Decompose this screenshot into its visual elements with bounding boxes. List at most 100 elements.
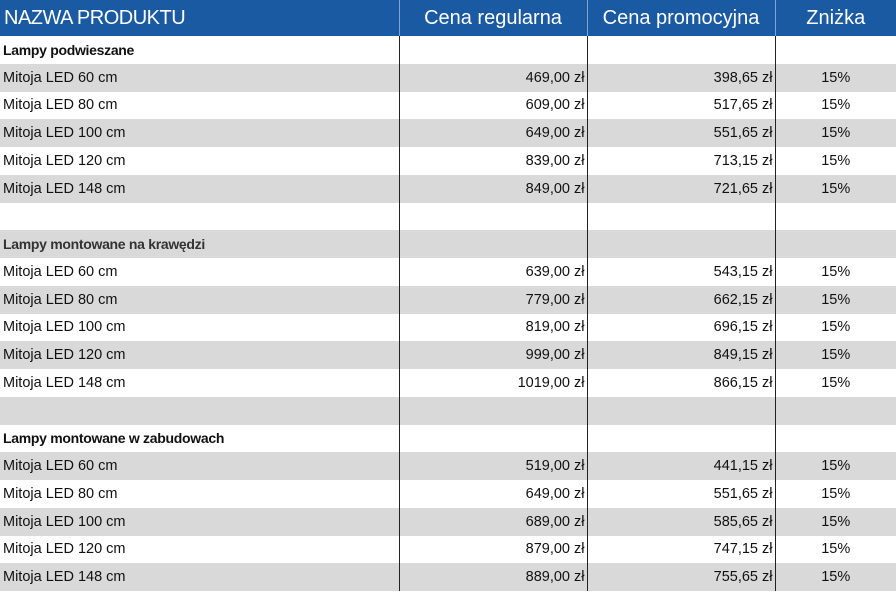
- product-name: Mitoja LED 120 cm: [0, 341, 400, 369]
- empty-cell: [587, 36, 776, 64]
- discount-value: 15%: [775, 258, 896, 286]
- empty-cell: [775, 202, 896, 231]
- spacer-row: [0, 202, 896, 231]
- promo-price: 662,15 zł: [587, 285, 776, 314]
- section-header-row: Lampy montowane w zabudowach: [0, 424, 896, 453]
- table-row: Mitoja LED 120 cm 999,00 zł 849,15 zł 15%: [0, 341, 896, 369]
- product-name: Mitoja LED 148 cm: [0, 563, 400, 591]
- empty-cell: [587, 424, 776, 453]
- empty-cell: [587, 396, 776, 425]
- empty-cell: [587, 230, 776, 258]
- regular-price: 609,00 zł: [399, 91, 588, 120]
- product-name: Mitoja LED 60 cm: [0, 63, 400, 92]
- header-discount: Zniżka: [775, 0, 896, 36]
- table-row: Mitoja LED 120 cm 879,00 zł 747,15 zł 15%: [0, 535, 896, 564]
- regular-price: 639,00 zł: [399, 258, 588, 286]
- discount-value: 15%: [775, 119, 896, 147]
- empty-cell: [0, 202, 400, 231]
- discount-value: 15%: [775, 147, 896, 175]
- header-promo-price: Cena promocyjna: [587, 0, 776, 36]
- header-regular-price: Cena regularna: [399, 0, 588, 36]
- regular-price: 689,00 zł: [399, 507, 588, 536]
- discount-value: 15%: [775, 63, 896, 92]
- empty-cell: [399, 424, 588, 453]
- empty-cell: [399, 202, 588, 231]
- empty-cell: [587, 202, 776, 231]
- promo-price: 747,15 zł: [587, 535, 776, 564]
- header-row: NAZWA PRODUKTU Cena regularna Cena promo…: [0, 0, 896, 36]
- table-row: Mitoja LED 120 cm 839,00 zł 713,15 zł 15%: [0, 147, 896, 175]
- product-name: Mitoja LED 100 cm: [0, 119, 400, 147]
- section-header-row: Lampy montowane na krawędzi: [0, 230, 896, 258]
- empty-cell: [399, 36, 588, 64]
- regular-price: 819,00 zł: [399, 313, 588, 342]
- table-row: Mitoja LED 148 cm 1019,00 zł 866,15 zł 15%: [0, 369, 896, 397]
- promo-price: 517,65 zł: [587, 91, 776, 120]
- product-name: Mitoja LED 148 cm: [0, 174, 400, 203]
- product-name: Mitoja LED 148 cm: [0, 369, 400, 397]
- product-name: Mitoja LED 100 cm: [0, 507, 400, 536]
- discount-value: 15%: [775, 313, 896, 342]
- section-title: Lampy podwieszane: [0, 36, 400, 64]
- discount-value: 15%: [775, 341, 896, 369]
- product-name: Mitoja LED 80 cm: [0, 91, 400, 120]
- regular-price: 649,00 zł: [399, 119, 588, 147]
- table-row: Mitoja LED 60 cm 639,00 zł 543,15 zł 15%: [0, 258, 896, 286]
- discount-value: 15%: [775, 563, 896, 591]
- regular-price: 999,00 zł: [399, 341, 588, 369]
- table-row: Mitoja LED 80 cm 779,00 zł 662,15 zł 15%: [0, 285, 896, 314]
- regular-price: 849,00 zł: [399, 174, 588, 203]
- product-name: Mitoja LED 60 cm: [0, 258, 400, 286]
- table-row: Mitoja LED 100 cm 689,00 zł 585,65 zł 15%: [0, 507, 896, 536]
- section-header-row: Lampy podwieszane: [0, 36, 896, 64]
- regular-price: 649,00 zł: [399, 480, 588, 508]
- regular-price: 889,00 zł: [399, 563, 588, 591]
- spacer-row: [0, 396, 896, 425]
- promo-price: 696,15 zł: [587, 313, 776, 342]
- promo-price: 866,15 zł: [587, 369, 776, 397]
- table-row: Mitoja LED 148 cm 889,00 zł 755,65 zł 15%: [0, 563, 896, 591]
- promo-price: 585,65 zł: [587, 507, 776, 536]
- table-body: Lampy podwieszane Mitoja LED 60 cm 469,00 …: [0, 36, 896, 591]
- product-name: Mitoja LED 120 cm: [0, 147, 400, 175]
- table-row: Mitoja LED 60 cm 519,00 zł 441,15 zł 15%: [0, 452, 896, 480]
- table-row: Mitoja LED 80 cm 649,00 zł 551,65 zł 15%: [0, 480, 896, 508]
- table-row: Mitoja LED 60 cm 469,00 zł 398,65 zł 15%: [0, 63, 896, 92]
- regular-price: 469,00 zł: [399, 63, 588, 92]
- promo-price: 713,15 zł: [587, 147, 776, 175]
- discount-value: 15%: [775, 91, 896, 120]
- regular-price: 519,00 zł: [399, 452, 588, 480]
- discount-value: 15%: [775, 174, 896, 203]
- empty-cell: [775, 424, 896, 453]
- regular-price: 779,00 zł: [399, 285, 588, 314]
- empty-cell: [399, 396, 588, 425]
- discount-value: 15%: [775, 452, 896, 480]
- discount-value: 15%: [775, 507, 896, 536]
- discount-value: 15%: [775, 369, 896, 397]
- regular-price: 1019,00 zł: [399, 369, 588, 397]
- promo-price: 551,65 zł: [587, 480, 776, 508]
- product-name: Mitoja LED 80 cm: [0, 285, 400, 314]
- product-name: Mitoja LED 80 cm: [0, 480, 400, 508]
- promo-price: 398,65 zł: [587, 63, 776, 92]
- regular-price: 839,00 zł: [399, 147, 588, 175]
- product-name: Mitoja LED 120 cm: [0, 535, 400, 564]
- promo-price: 755,65 zł: [587, 563, 776, 591]
- empty-cell: [775, 396, 896, 425]
- promo-price: 441,15 zł: [587, 452, 776, 480]
- discount-value: 15%: [775, 285, 896, 314]
- promo-price: 551,65 zł: [587, 119, 776, 147]
- product-name: Mitoja LED 60 cm: [0, 452, 400, 480]
- discount-value: 15%: [775, 535, 896, 564]
- table-row: Mitoja LED 80 cm 609,00 zł 517,65 zł 15%: [0, 91, 896, 120]
- promo-price: 849,15 zł: [587, 341, 776, 369]
- empty-cell: [775, 36, 896, 64]
- regular-price: 879,00 zł: [399, 535, 588, 564]
- section-title: Lampy montowane w zabudowach: [0, 424, 400, 453]
- header-product-name: NAZWA PRODUKTU: [0, 0, 400, 36]
- table-header: NAZWA PRODUKTU Cena regularna Cena promo…: [0, 0, 896, 36]
- table-row: Mitoja LED 148 cm 849,00 zł 721,65 zł 15%: [0, 174, 896, 203]
- empty-cell: [399, 230, 588, 258]
- table-row: Mitoja LED 100 cm 819,00 zł 696,15 zł 15%: [0, 313, 896, 342]
